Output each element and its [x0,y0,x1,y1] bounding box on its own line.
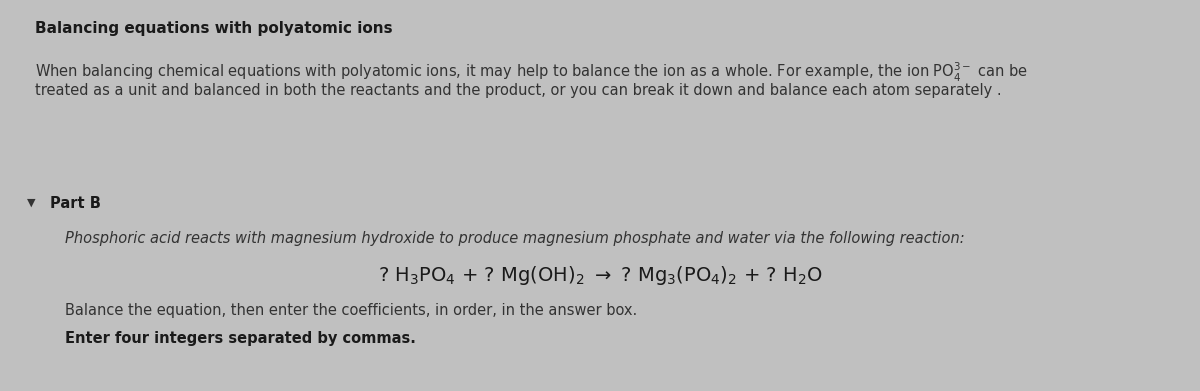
Text: ▼: ▼ [28,198,36,208]
Text: Phosphoric acid reacts with magnesium hydroxide to produce magnesium phosphate a: Phosphoric acid reacts with magnesium hy… [65,231,965,246]
Text: Part B: Part B [50,196,101,211]
Text: ? $\mathregular{H_3PO_4}$ + ? $\mathregular{Mg(OH)_2}$ $\rightarrow$ ? $\mathreg: ? $\mathregular{H_3PO_4}$ + ? $\mathregu… [378,264,822,287]
Text: Balancing equations with polyatomic ions: Balancing equations with polyatomic ions [35,21,392,36]
Text: Enter four integers separated by commas.: Enter four integers separated by commas. [65,331,416,346]
Text: treated as a unit and balanced in both the reactants and the product, or you can: treated as a unit and balanced in both t… [35,83,1002,98]
Text: Balance the equation, then enter the coefficients, in order, in the answer box.: Balance the equation, then enter the coe… [65,303,637,318]
Text: When balancing chemical equations with polyatomic ions, it may help to balance t: When balancing chemical equations with p… [35,61,1028,84]
